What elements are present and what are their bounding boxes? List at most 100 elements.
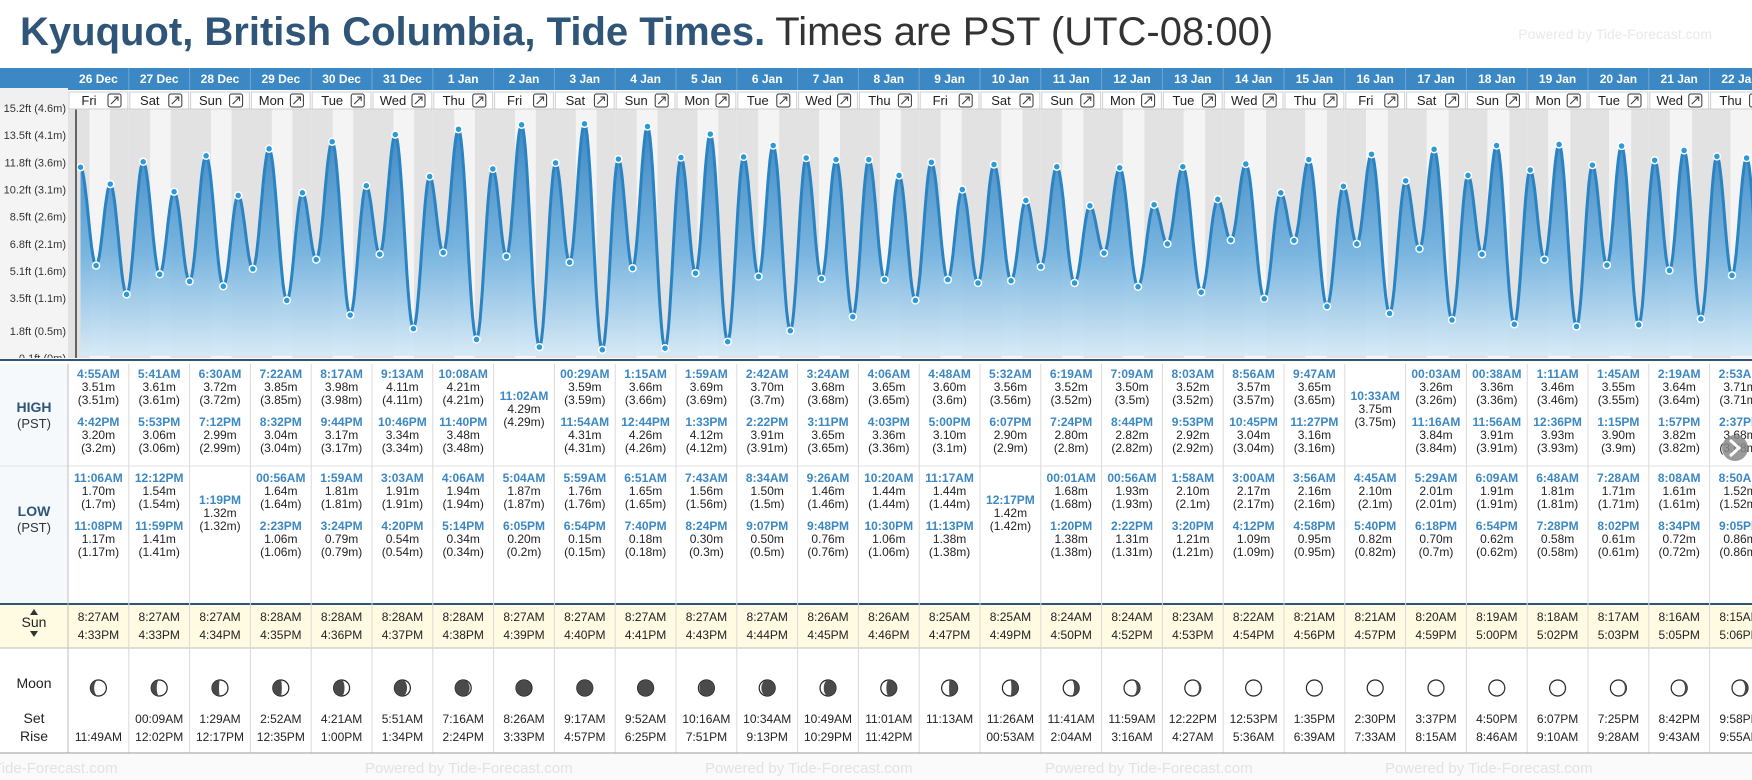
moon-shadow <box>638 680 654 696</box>
weekday-label: Mon <box>259 93 284 108</box>
high-tide-point <box>1402 177 1409 184</box>
low-tide-height-alt: (2.1m) <box>1358 497 1393 511</box>
low-tide-point <box>123 291 130 298</box>
low-tide-height-alt: (0.79m) <box>321 545 362 559</box>
tide-chart-svg: 0.1ft (0m)1.8ft (0.5m)3.5ft (1.1m)5.1ft … <box>0 68 1752 780</box>
high-tide-height: 2.92m <box>1176 428 1209 442</box>
low-tide-point <box>944 276 951 283</box>
high-tide-point <box>1743 155 1750 162</box>
y-tick-label: 6.8ft (2.1m) <box>10 239 66 251</box>
high-tide-height: 3.57m <box>1237 380 1270 394</box>
powered-by-watermark: Powered by Tide-Forecast.com <box>1518 26 1712 42</box>
low-tide-point <box>566 259 573 266</box>
weekday-label: Wed <box>805 93 832 108</box>
high-tide-time: 8:44PM <box>1111 415 1153 429</box>
moonset-time: 9:17AM <box>564 712 605 726</box>
high-tide-height: 3.60m <box>933 380 966 394</box>
scroll-right-button[interactable] <box>1722 435 1748 461</box>
sunset-time: 4:57PM <box>1355 628 1396 642</box>
high-tide-height-alt: (3.56m) <box>990 393 1031 407</box>
low-tide-height: 0.61m <box>1602 532 1635 546</box>
low-tide-point <box>1198 289 1205 296</box>
sunset-time: 4:46PM <box>868 628 909 642</box>
moonrise-time: 8:46AM <box>1476 730 1517 744</box>
y-tick-label: 8.5ft (2.6m) <box>10 212 66 224</box>
low-tide-height-alt: (1.38m) <box>929 545 970 559</box>
high-tide-height-alt: (3.65m) <box>868 393 909 407</box>
high-tide-height: 3.52m <box>1176 380 1209 394</box>
high-tide-time: 11:40PM <box>439 415 487 429</box>
moonrise-time: 10:29PM <box>804 730 852 744</box>
high-tide-height-alt: (4.29m) <box>503 415 544 429</box>
high-tide-height-alt: (3.98m) <box>321 393 362 407</box>
sunset-time: 5:03PM <box>1598 628 1639 642</box>
high-tide-height-alt: (4.11m) <box>382 393 422 407</box>
high-tide-height: 3.82m <box>1663 428 1696 442</box>
low-tide-height-alt: (0.58m) <box>1537 545 1578 559</box>
tide-chart: 0.1ft (0m)1.8ft (0.5m)3.5ft (1.1m)5.1ft … <box>0 68 1752 780</box>
high-tide-height: 3.66m <box>629 380 662 394</box>
high-tide-height: 3.04m <box>264 428 297 442</box>
weekday-label: Tue <box>1172 93 1194 108</box>
low-tide-height: 1.54m <box>143 484 176 498</box>
low-tide-time: 5:29AM <box>1415 471 1458 485</box>
high-tide-height: 3.70m <box>751 380 784 394</box>
high-tide-height: 3.46m <box>1541 380 1574 394</box>
moonset-time: 7:16AM <box>443 712 484 726</box>
sunset-time: 4:39PM <box>503 628 544 642</box>
moonrise-time: 9:10AM <box>1537 730 1578 744</box>
high-tide-height-alt: (4.31m) <box>564 441 605 455</box>
high-timezone-label: (PST) <box>17 416 51 431</box>
high-tide-time: 7:24PM <box>1050 415 1092 429</box>
high-tide-point <box>1242 161 1249 168</box>
high-tide-height-alt: (3.26m) <box>1415 393 1456 407</box>
low-tide-height-alt: (2.1m) <box>1175 497 1210 511</box>
low-tide-time: 8:34AM <box>746 471 789 485</box>
low-tide-height: 1.87m <box>507 484 540 498</box>
low-tide-time: 11:06AM <box>74 471 123 485</box>
low-tide-point <box>912 297 919 304</box>
high-tide-height: 3.36m <box>1480 380 1513 394</box>
weekday-label: Thu <box>443 93 465 108</box>
moonset-time: 1:29AM <box>199 712 240 726</box>
high-tide-time: 9:53PM <box>1172 415 1214 429</box>
low-tide-point <box>249 265 256 272</box>
sunrise-time: 8:28AM <box>260 610 301 624</box>
moonrise-time: 2:24PM <box>443 730 484 744</box>
date-label: 27 Dec <box>140 72 179 86</box>
high-tide-height: 3.59m <box>568 380 601 394</box>
low-tide-height-alt: (1.64m) <box>260 497 301 511</box>
weekday-label: Sun <box>1476 93 1499 108</box>
moonrise-label: Rise <box>20 728 48 744</box>
low-tide-height: 0.82m <box>1359 532 1392 546</box>
low-tide-point <box>1164 240 1171 247</box>
date-label: 9 Jan <box>934 72 965 86</box>
moonrise-time: 11:42PM <box>865 730 912 744</box>
date-label: 12 Jan <box>1113 72 1150 86</box>
moonrise-time: 3:33PM <box>503 730 544 744</box>
high-tide-time: 6:30AM <box>199 367 242 381</box>
high-tide-time: 2:53AM <box>1719 367 1752 381</box>
sunrise-time: 8:28AM <box>382 610 423 624</box>
date-label: 5 Jan <box>691 72 722 86</box>
low-tide-height: 1.81m <box>1541 484 1574 498</box>
low-tide-time: 2:23PM <box>260 519 302 533</box>
high-tide-time: 7:22AM <box>259 367 302 381</box>
low-tide-height-alt: (1.65m) <box>625 497 666 511</box>
low-tide-time: 1:20PM <box>1050 519 1092 533</box>
sunrise-time: 8:24AM <box>1051 610 1092 624</box>
moonrise-time: 00:53AM <box>986 730 1034 744</box>
high-tide-height: 3.36m <box>872 428 905 442</box>
high-tide-height-alt: (3.17m) <box>321 441 362 455</box>
high-tide-point <box>329 138 336 145</box>
high-tide-point <box>1179 163 1186 170</box>
low-tide-point <box>629 265 636 272</box>
high-tide-height: 3.48m <box>447 428 480 442</box>
high-tide-height: 3.72m <box>203 380 236 394</box>
high-tide-height-alt: (3.48m) <box>443 441 484 455</box>
high-tide-point <box>991 161 998 168</box>
sunset-time: 4:59PM <box>1415 628 1456 642</box>
low-tide-time: 6:48AM <box>1536 471 1579 485</box>
high-tide-time: 11:16AM <box>1412 415 1461 429</box>
high-tide-height-alt: (3.46m) <box>1537 393 1578 407</box>
